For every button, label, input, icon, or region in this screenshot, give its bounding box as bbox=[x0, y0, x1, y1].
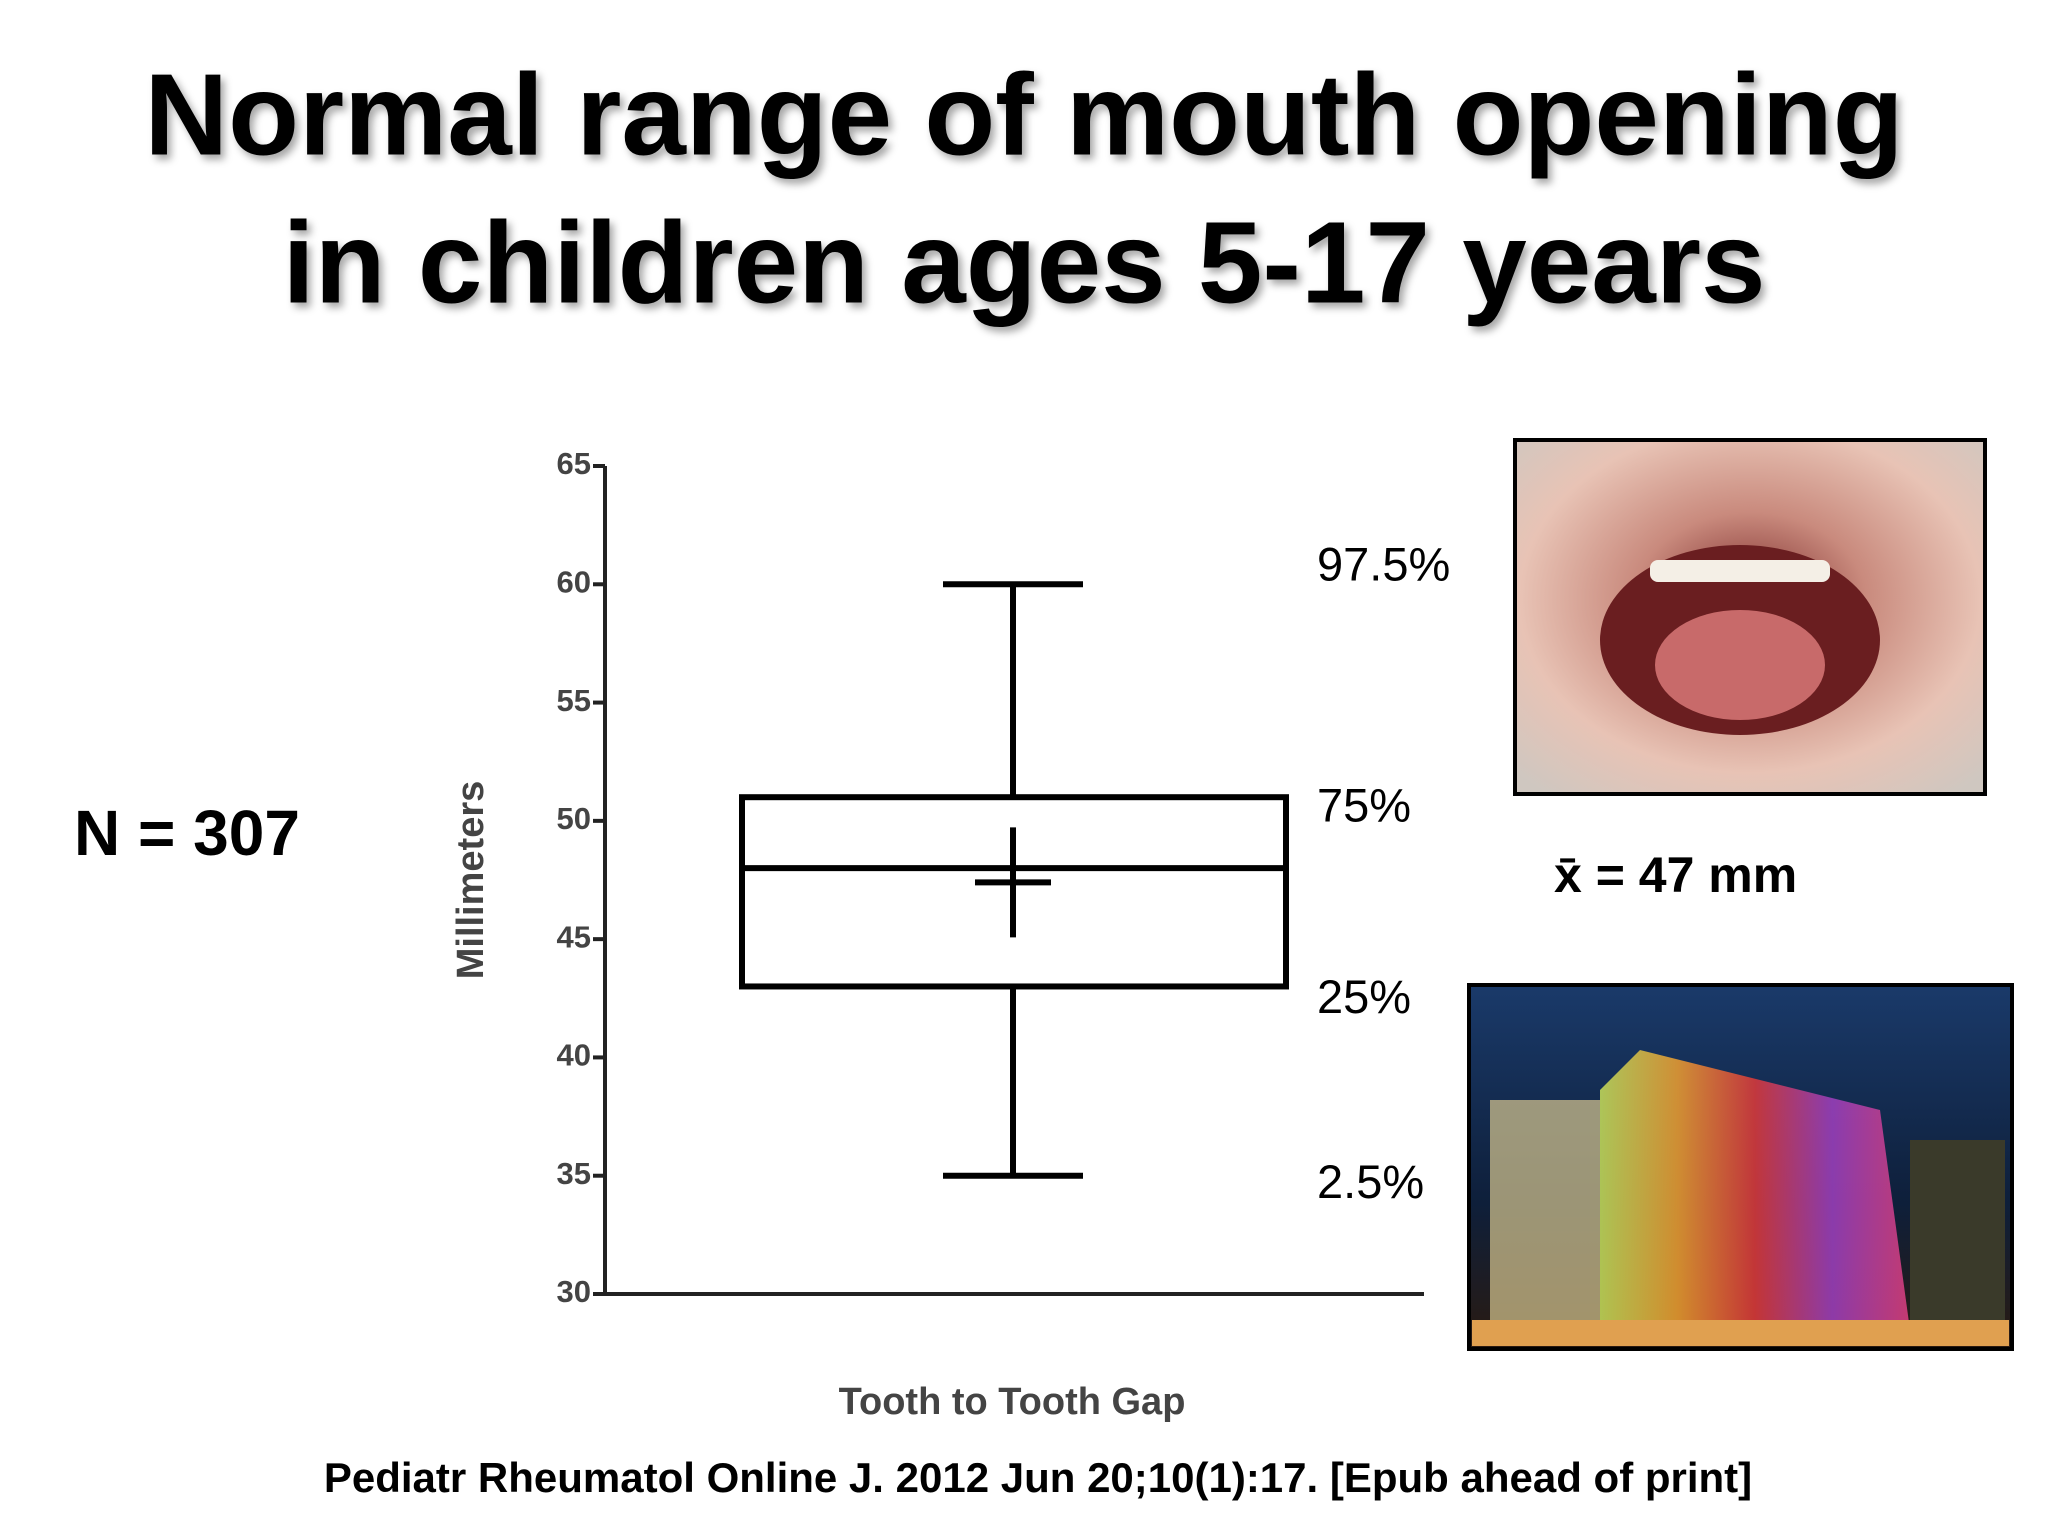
mean-marker bbox=[975, 827, 1051, 938]
photo-hospital bbox=[1467, 983, 2014, 1351]
y-tick-label: 30 bbox=[557, 1274, 591, 1309]
percentile-label: 2.5% bbox=[1317, 1155, 1424, 1208]
y-tick-label: 40 bbox=[557, 1038, 591, 1073]
y-tick-label: 45 bbox=[557, 919, 591, 954]
percentile-label: 25% bbox=[1317, 970, 1411, 1023]
y-axis-label: Millimeters bbox=[450, 781, 492, 980]
y-tick-label: 50 bbox=[557, 801, 591, 836]
title-line: Normal range of mouth opening bbox=[144, 50, 1903, 180]
percentile-label: 75% bbox=[1317, 779, 1411, 832]
citation: Pediatr Rheumatol Online J. 2012 Jun 20;… bbox=[324, 1454, 1752, 1501]
y-tick-label: 60 bbox=[557, 564, 591, 599]
photo-child bbox=[1513, 438, 1987, 796]
y-tick-label: 55 bbox=[557, 683, 591, 718]
y-tick-label: 65 bbox=[557, 446, 591, 481]
mean-label: x̄ = 47 mm bbox=[1554, 847, 1797, 903]
y-tick-label: 35 bbox=[557, 1156, 591, 1191]
title-line: in children ages 5-17 years bbox=[283, 198, 1766, 328]
sample-size: N = 307 bbox=[74, 797, 300, 869]
percentile-label: 97.5% bbox=[1317, 538, 1450, 591]
x-axis-label: Tooth to Tooth Gap bbox=[839, 1381, 1186, 1423]
